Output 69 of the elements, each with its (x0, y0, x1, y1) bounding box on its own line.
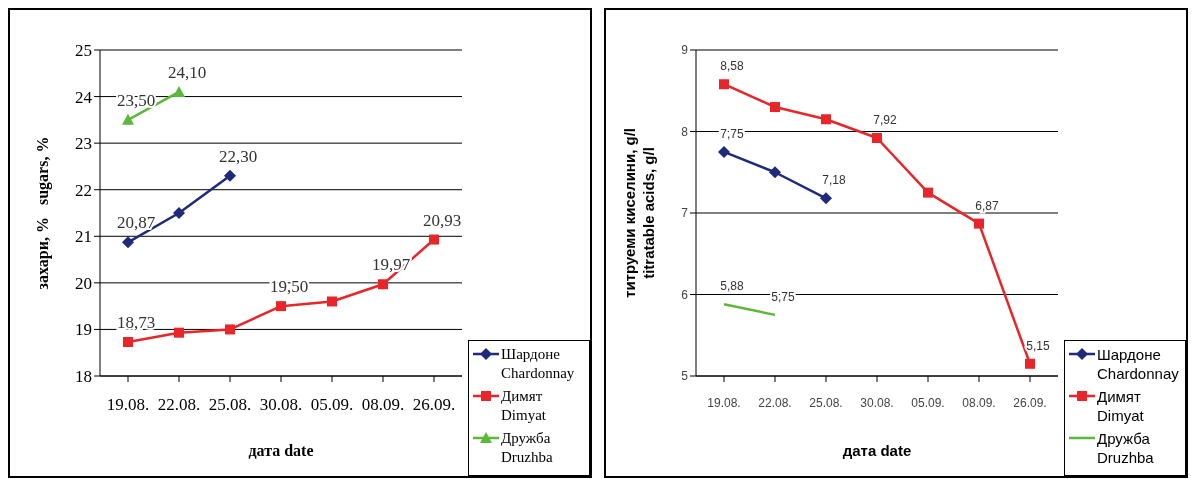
y-tick-label: 24 (75, 87, 93, 107)
data-label: 7,18 (822, 173, 846, 188)
x-axis-title: дата date (842, 442, 912, 459)
y-tick-label: 8 (681, 124, 689, 139)
point (719, 79, 729, 90)
point (974, 218, 984, 229)
point (429, 234, 439, 245)
point (923, 187, 933, 198)
y-tick-label: 7 (681, 206, 689, 221)
y-tick-label: 23 (75, 134, 92, 154)
x-tick-label: 25.08. (809, 395, 843, 410)
point (1025, 358, 1035, 369)
data-label: 20,93 (422, 210, 462, 230)
legend-label: Дружба Druzhba (501, 429, 554, 467)
x-tick-label: 30.08. (259, 395, 303, 415)
data-label: 5,88 (720, 279, 744, 294)
point (770, 102, 780, 113)
x-tick-label: 05.09. (911, 395, 945, 410)
point (123, 337, 133, 347)
x-tick-label: 05.09. (310, 395, 354, 415)
x-tick-label: 08.09. (962, 395, 996, 410)
point (718, 145, 730, 158)
point (769, 166, 781, 179)
x-tick-label: 30.08. (860, 395, 894, 410)
y-tick-label: 21 (75, 227, 92, 247)
x-tick-label: 26.09. (412, 395, 456, 415)
y-tick-label: 9 (681, 43, 689, 58)
point (327, 296, 337, 307)
y-tick-label: 20 (75, 273, 92, 293)
y-tick-label: 19 (75, 320, 92, 340)
x-tick-label: 22.08. (758, 395, 792, 410)
point (378, 279, 388, 290)
data-label: 5,15 (1026, 338, 1050, 353)
y-tick-label: 6 (681, 287, 689, 302)
x-tick-label: 26.09. (1013, 395, 1047, 410)
data-label: 19,50 (269, 277, 309, 297)
x-tick-label: 22.08. (157, 395, 201, 415)
y-tick-label: 22 (75, 180, 92, 200)
y-tick-label: 25 (75, 41, 92, 61)
data-label: 22,30 (218, 146, 258, 166)
y-axis-title: захари, % sugars, % (34, 136, 52, 290)
data-label: 6,87 (975, 198, 999, 213)
data-label: 24,10 (167, 62, 207, 82)
legend-label: Шардоне Chardonnay (501, 345, 576, 383)
y-axis-title: титруеми киселини, g/l titratable acids, g/l (621, 128, 657, 298)
x-tick-label: 08.09. (361, 395, 405, 415)
point (174, 327, 184, 338)
data-label: 20,87 (116, 213, 156, 233)
point (820, 192, 832, 205)
data-label: 8,58 (720, 59, 744, 74)
data-label: 18,73 (116, 313, 156, 332)
x-axis-title: дата date (248, 442, 314, 459)
legend-label: Дружба Druzhba (1097, 429, 1155, 467)
point (276, 301, 286, 312)
point (173, 207, 185, 219)
point (872, 133, 882, 144)
legend-label: Димят Dimyat (501, 387, 547, 425)
legend-label: Шардоне Chardonnay (1097, 345, 1179, 383)
legend-label: Димят Dimyat (1097, 387, 1145, 425)
point (225, 324, 235, 335)
x-tick-label: 19.08. (106, 395, 150, 415)
y-tick-label: 5 (681, 369, 689, 384)
data-label: 7,92 (873, 113, 897, 128)
x-tick-label: 19.08. (707, 395, 741, 410)
y-tick-label: 18 (75, 367, 92, 387)
point (224, 169, 236, 182)
point (122, 236, 134, 249)
x-tick-label: 25.08. (208, 395, 252, 415)
point (821, 114, 831, 125)
